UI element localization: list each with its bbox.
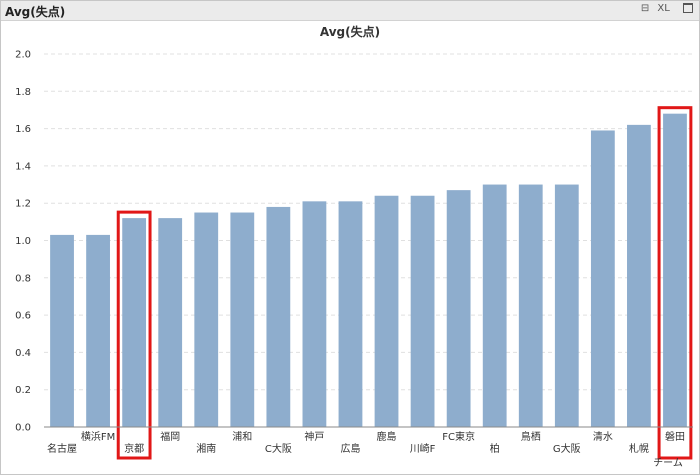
x-tick-label: 鹿島 — [377, 430, 397, 443]
x-tick-label: 清水 — [593, 430, 613, 443]
print-icon[interactable]: ⊟ — [640, 3, 650, 14]
x-tick-label: FC東京 — [442, 430, 475, 443]
bar[interactable] — [554, 184, 579, 427]
bar[interactable] — [627, 124, 651, 428]
bar[interactable] — [410, 195, 435, 427]
chart-title: Avg(失点) — [320, 24, 380, 39]
x-tick-label: 広島 — [340, 442, 360, 455]
bars — [50, 113, 687, 428]
x-tick-label: 鳥栖 — [521, 430, 541, 443]
x-tick-label: 札幌 — [629, 442, 649, 455]
y-tick-label: 1.0 — [15, 236, 31, 247]
y-tick-label: 0.4 — [15, 348, 31, 359]
bar[interactable] — [86, 234, 110, 427]
bar[interactable] — [338, 201, 363, 427]
bar[interactable] — [663, 113, 687, 428]
x-tick-label: 神戸 — [304, 430, 324, 443]
highlight-box — [116, 210, 152, 460]
x-tick-label: 磐田 — [665, 430, 685, 443]
bar[interactable] — [194, 212, 219, 427]
bar[interactable] — [446, 190, 471, 427]
y-tick-label: 1.6 — [15, 124, 31, 135]
bar[interactable] — [122, 218, 147, 427]
x-tick-label: 柏 — [490, 442, 500, 455]
highlight-boxes — [116, 106, 693, 460]
y-tick-label: 0.6 — [15, 311, 31, 322]
y-tick-label: 2.0 — [15, 50, 31, 61]
x-tick-label: 浦和 — [232, 430, 252, 443]
y-axis-ticks: 0.0 0.2 0.4 0.6 0.8 1.0 1.2 1.4 1.6 1.8 2.0 — [15, 50, 31, 434]
bar[interactable] — [158, 218, 183, 427]
x-tick-label: 横浜FM — [81, 430, 115, 443]
x-tick-label: 湘南 — [196, 442, 216, 455]
x-tick-label: 福岡 — [160, 430, 180, 443]
y-tick-label: 1.4 — [15, 161, 31, 172]
window-title: Avg(失点) — [5, 5, 66, 19]
x-tick-label: G大阪 — [553, 442, 581, 455]
x-tick-label: C大阪 — [265, 442, 292, 455]
y-tick-label: 1.2 — [15, 199, 31, 210]
x-tick-label: 京都 — [124, 442, 144, 455]
bar[interactable] — [230, 212, 255, 427]
bar[interactable] — [590, 130, 615, 427]
x-axis-title: チーム — [653, 457, 683, 469]
y-tick-label: 0.8 — [15, 273, 31, 284]
bar[interactable] — [374, 195, 399, 427]
export-excel-button[interactable]: XL — [657, 3, 670, 14]
minimize-button[interactable] — [678, 3, 693, 14]
bar[interactable] — [302, 201, 327, 427]
bar[interactable] — [482, 184, 507, 427]
caption-bar: Avg(失点) ⊟ XL — [1, 1, 699, 21]
highlight-box — [657, 106, 693, 460]
y-tick-label: 0.0 — [15, 423, 31, 434]
gridlines — [44, 53, 693, 391]
y-tick-label: 0.2 — [15, 385, 31, 396]
caption-buttons: ⊟ XL — [636, 3, 693, 14]
x-tick-label: 川崎F — [410, 442, 436, 455]
y-tick-label: 1.8 — [15, 87, 31, 98]
bar[interactable] — [50, 234, 74, 427]
bar[interactable] — [518, 184, 543, 427]
bar[interactable] — [266, 206, 291, 427]
x-tick-label: 名古屋 — [47, 442, 77, 455]
minimize-icon — [683, 3, 693, 13]
